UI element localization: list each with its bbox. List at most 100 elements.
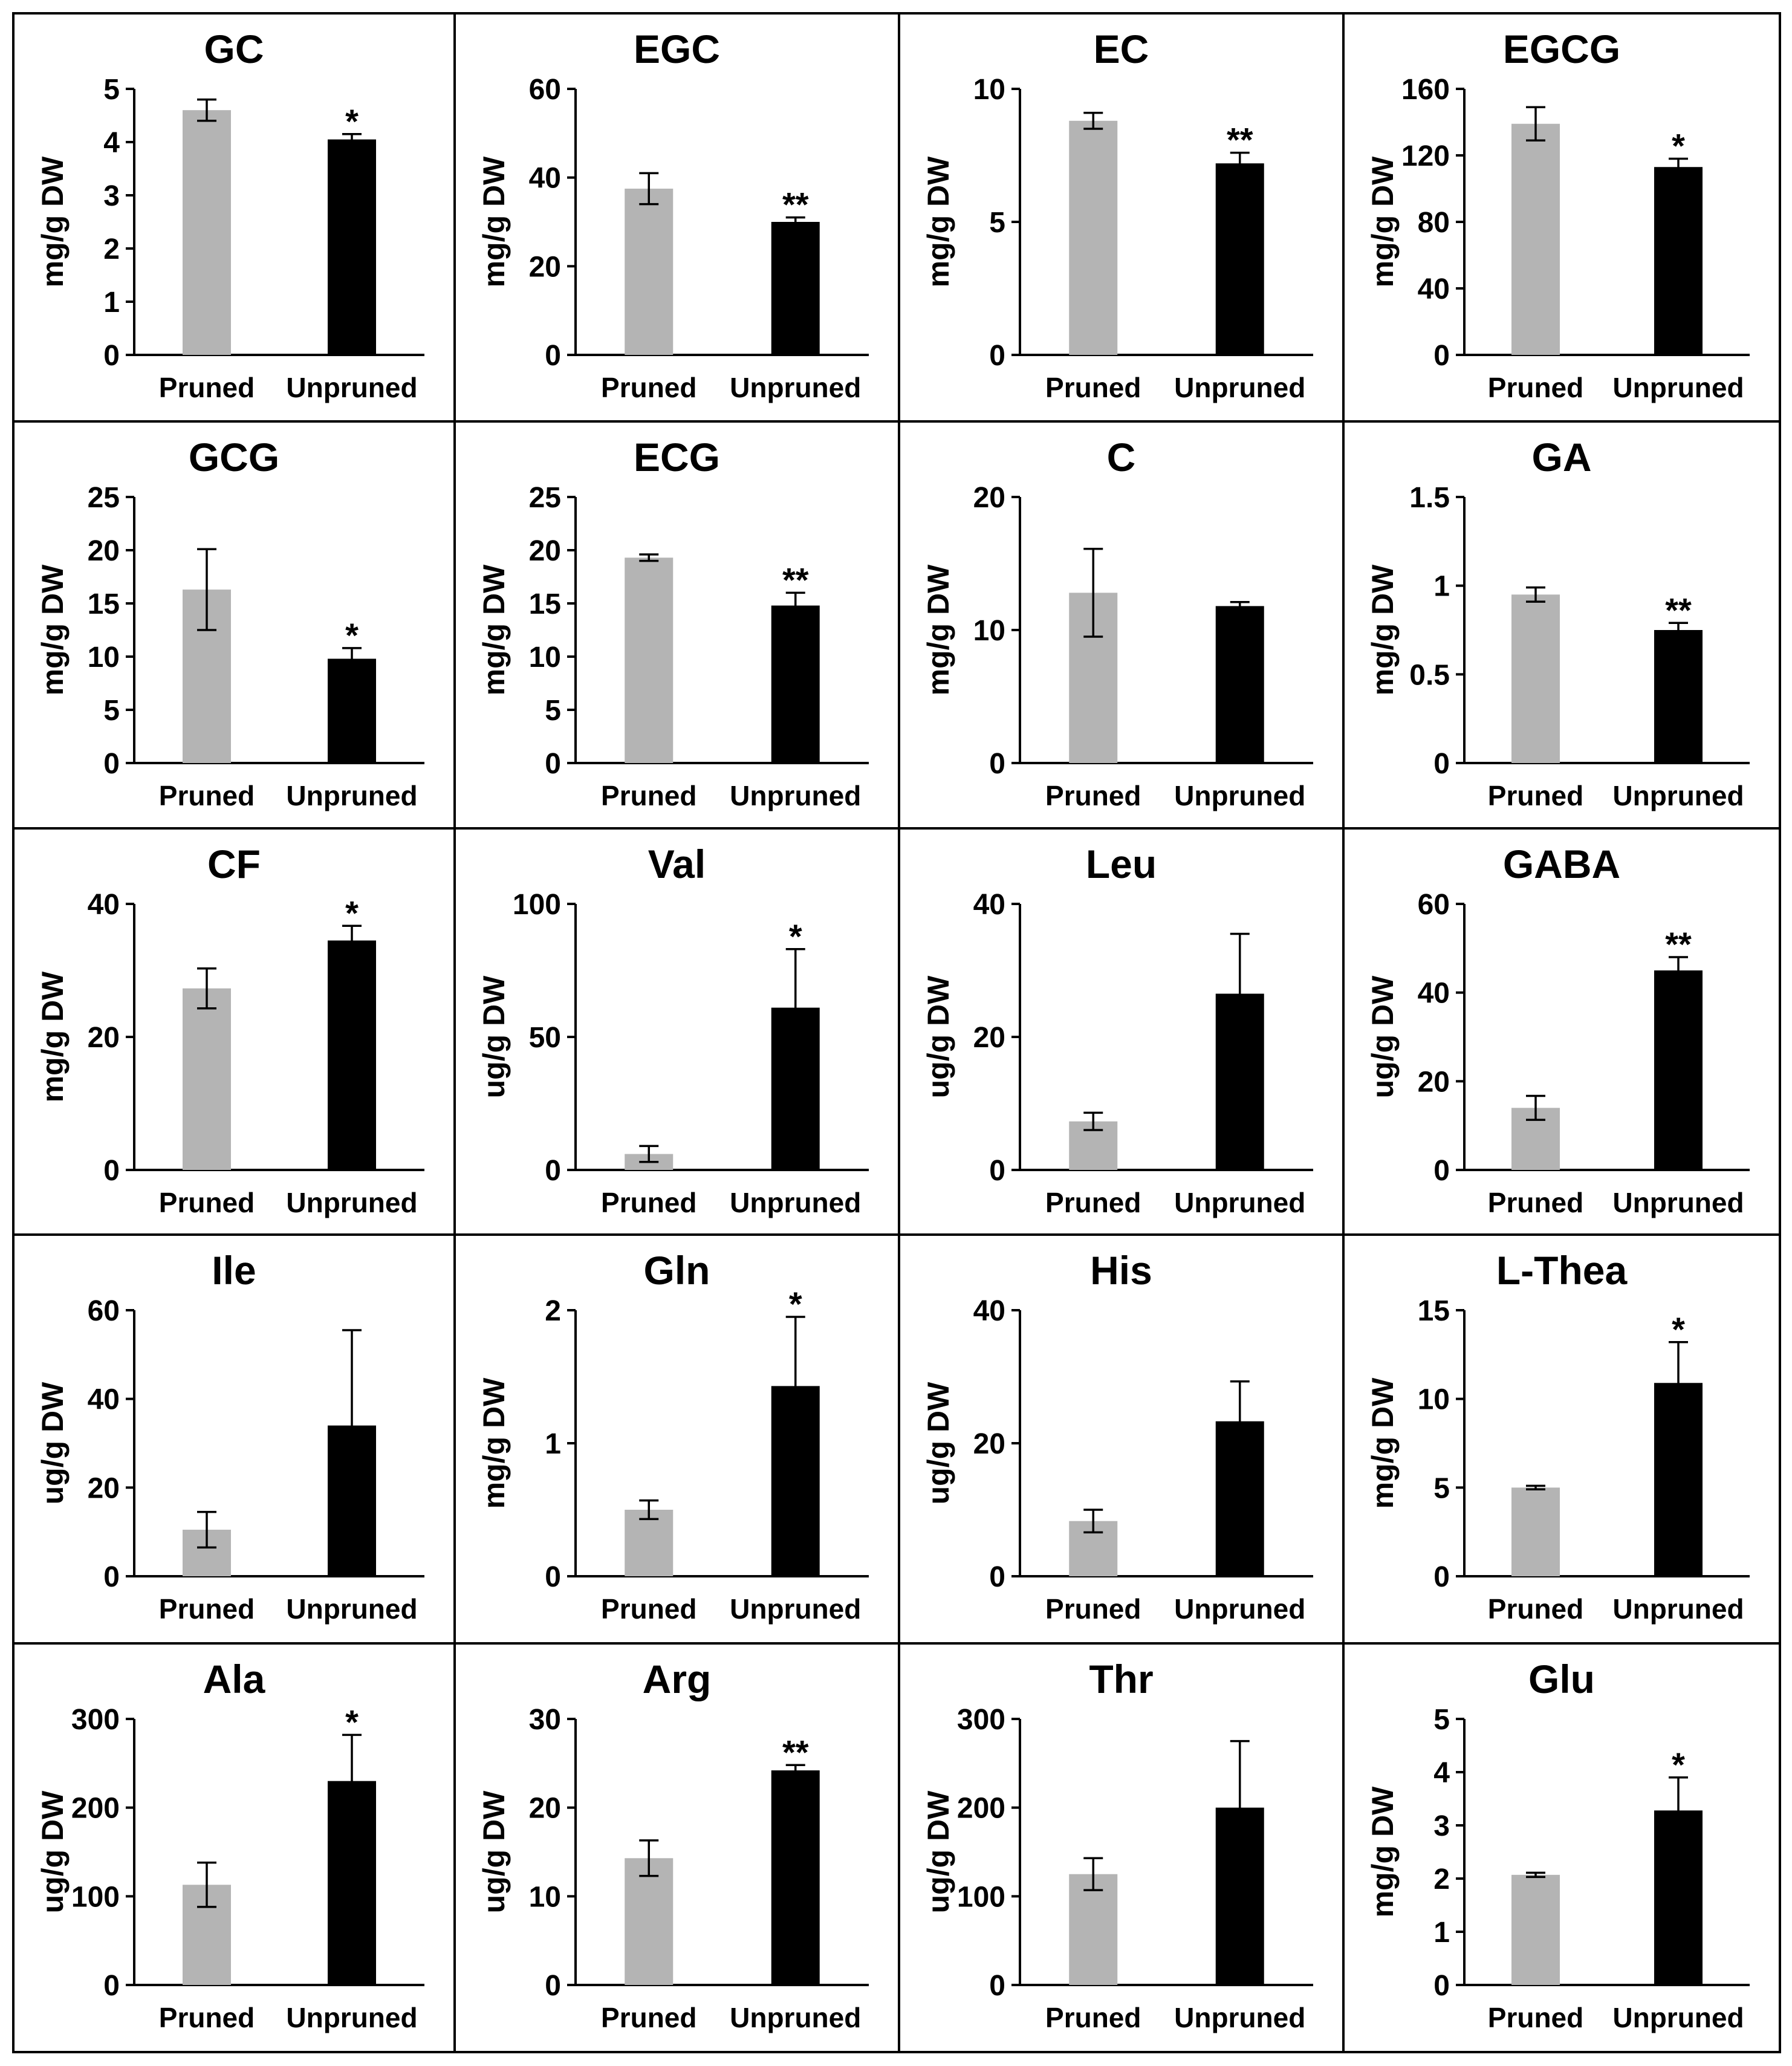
y-tick-label: 40 [88, 889, 120, 921]
y-tick-label: 5 [989, 207, 1005, 239]
chart-title: Ala [203, 1657, 266, 1701]
y-axis-label: mg/g DW [477, 564, 511, 695]
x-category-label: Unpruned [286, 2002, 417, 2033]
panel-border [12, 1233, 456, 1645]
y-axis-label: mg/g DW [477, 156, 511, 287]
y-tick-label: 2 [545, 1295, 561, 1327]
chart-title: Leu [1086, 842, 1157, 886]
x-category-label: Pruned [1045, 1593, 1141, 1625]
x-category-label: Pruned [1488, 2002, 1583, 2033]
y-tick-label: 5 [545, 695, 561, 727]
y-tick-label: 5 [1433, 1472, 1450, 1504]
y-tick-label: 15 [1418, 1295, 1450, 1327]
x-category-label: Pruned [601, 2002, 696, 2033]
y-axis-label: ug/g DW [36, 1382, 70, 1505]
x-category-label: Pruned [1045, 2002, 1141, 2033]
y-tick-label: 0 [103, 340, 120, 372]
chart-panel-egc: EGC mg/g DW 0 20 40 60 Pruned ** Unpruned [477, 27, 869, 403]
y-axis-label: mg/g DW [921, 564, 955, 695]
panel-border [898, 1233, 1345, 1645]
y-tick-label: 0 [545, 1155, 561, 1187]
x-category-label: Unpruned [730, 372, 861, 403]
y-tick-label: 25 [529, 482, 561, 514]
y-tick-label: 10 [88, 642, 120, 674]
y-tick-label: 4 [1433, 1757, 1450, 1789]
bar-unpruned [1215, 163, 1264, 355]
chart-title: GC [204, 27, 264, 71]
panel-border [453, 420, 900, 830]
bar-pruned [183, 110, 231, 355]
y-tick-label: 100 [71, 1881, 120, 1913]
panel-border [1342, 827, 1781, 1236]
significance-marker: * [345, 1703, 359, 1741]
y-tick-label: 0 [103, 1970, 120, 2002]
chart-title: ECG [634, 435, 720, 479]
x-category-label: Unpruned [1612, 2002, 1744, 2033]
y-axis-label: mg/g DW [1366, 156, 1400, 287]
y-tick-label: 1 [1433, 1917, 1450, 1949]
x-category-label: Unpruned [1612, 372, 1744, 403]
y-tick-label: 40 [529, 163, 561, 195]
x-category-label: Unpruned [1174, 780, 1305, 811]
y-tick-label: 200 [71, 1793, 120, 1825]
y-tick-label: 0 [103, 1561, 120, 1593]
x-category-label: Unpruned [286, 372, 417, 403]
bar-pruned [625, 189, 674, 355]
x-category-label: Unpruned [1174, 1187, 1305, 1218]
y-tick-label: 20 [88, 535, 120, 567]
x-category-label: Pruned [1488, 1187, 1583, 1218]
y-tick-label: 10 [529, 1881, 561, 1913]
y-tick-label: 10 [529, 642, 561, 674]
y-tick-label: 0 [545, 1970, 561, 2002]
y-tick-label: 20 [973, 1022, 1005, 1054]
significance-marker: ** [782, 1733, 809, 1771]
chart-title: Glu [1528, 1657, 1595, 1701]
x-category-label: Unpruned [1174, 372, 1305, 403]
y-tick-label: 0 [1433, 340, 1450, 372]
y-tick-label: 160 [1401, 74, 1450, 106]
y-tick-label: 15 [88, 588, 120, 620]
x-category-label: Pruned [601, 1187, 696, 1218]
y-tick-label: 1 [103, 287, 120, 319]
chart-panel-ecg: ECG mg/g DW 0 5 10 15 20 25 Pruned ** Unpruned [477, 435, 869, 811]
significance-marker: ** [782, 186, 809, 224]
y-axis-label: mg/g DW [1366, 564, 1400, 695]
y-axis-label: mg/g DW [36, 564, 70, 695]
significance-marker: * [345, 616, 359, 654]
y-tick-label: 300 [71, 1704, 120, 1736]
bar-pruned [1511, 594, 1560, 763]
bar-pruned [1511, 1874, 1560, 1985]
y-tick-label: 0 [103, 748, 120, 780]
x-category-label: Unpruned [1174, 2002, 1305, 2033]
panel-border [453, 1233, 900, 1645]
panel-border [453, 1642, 900, 2053]
chart-panel-thr: Thr ug/g DW 0 100 200 300 Pruned Unpruned [921, 1657, 1313, 2033]
y-tick-label: 10 [1418, 1384, 1450, 1416]
x-category-label: Unpruned [730, 1187, 861, 1218]
bar-unpruned [1654, 630, 1703, 763]
bar-unpruned [1654, 970, 1703, 1170]
chart-panel-gc: GC mg/g DW 0 1 2 3 4 5 Pruned * Unpruned [36, 27, 424, 403]
panel-border [898, 827, 1345, 1236]
bar-pruned [625, 557, 674, 763]
y-tick-label: 0.5 [1409, 659, 1450, 691]
y-tick-label: 2 [1433, 1863, 1450, 1895]
x-category-label: Pruned [1488, 1593, 1583, 1625]
chart-title: L-Thea [1496, 1248, 1628, 1293]
x-category-label: Unpruned [730, 780, 861, 811]
bar-pruned [1069, 1874, 1118, 1985]
chart-title: EGC [634, 27, 720, 71]
significance-marker: * [789, 1285, 802, 1323]
bar-unpruned [1654, 167, 1703, 355]
y-axis-label: mg/g DW [921, 156, 955, 287]
x-category-label: Pruned [159, 2002, 255, 2033]
y-tick-label: 200 [957, 1793, 1005, 1825]
panel-border [453, 12, 900, 423]
y-tick-label: 20 [88, 1472, 120, 1504]
y-tick-label: 1 [545, 1428, 561, 1460]
y-tick-label: 0 [989, 340, 1005, 372]
chart-panel-his: His ug/g DW 0 20 40 Pruned Unpruned [921, 1248, 1313, 1625]
y-tick-label: 40 [1418, 273, 1450, 305]
significance-marker: * [789, 917, 802, 955]
bar-unpruned [328, 940, 376, 1170]
